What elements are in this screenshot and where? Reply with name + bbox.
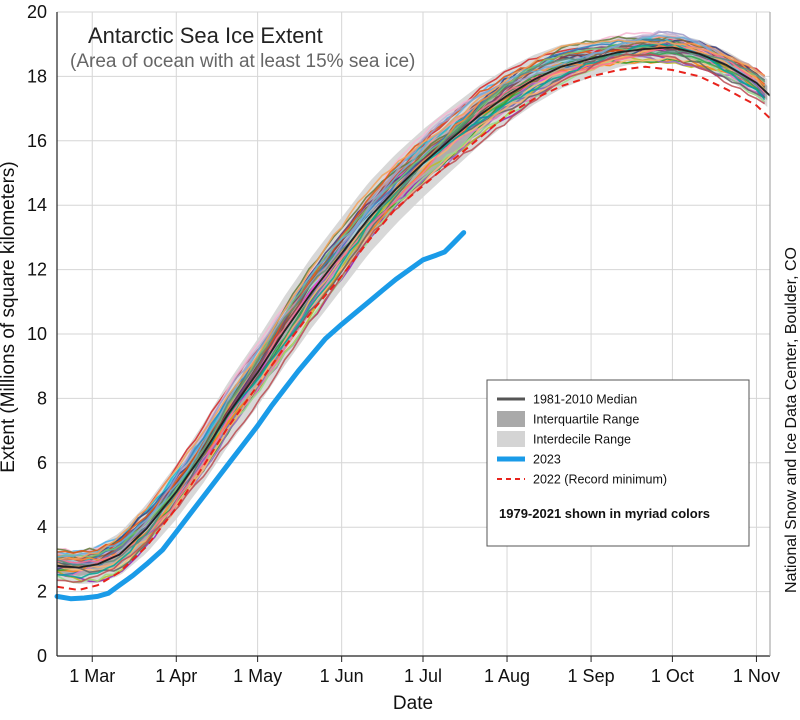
legend-label: 2023 xyxy=(533,453,561,467)
chart-subtitle: (Area of ocean with at least 15% sea ice… xyxy=(70,51,415,72)
x-tick-label: 1 Jul xyxy=(404,666,442,686)
series-2022-line xyxy=(56,65,771,592)
legend-label: Interdecile Range xyxy=(533,433,631,447)
x-tick-label: 1 Mar xyxy=(69,666,115,686)
median-line xyxy=(56,46,771,569)
legend-swatch-idr xyxy=(497,431,525,447)
legend-swatch-iqr xyxy=(497,411,525,427)
y-tick-label: 12 xyxy=(27,260,47,280)
x-tick-label: 1 Apr xyxy=(155,666,197,686)
y-tick-label: 10 xyxy=(27,324,47,344)
legend-entries: 1981-2010 Median Interquartile Range Inter… xyxy=(497,393,667,487)
x-tick-label: 1 Aug xyxy=(484,666,530,686)
x-tick-label: 1 Nov xyxy=(733,666,780,686)
historical-year-line xyxy=(56,39,766,566)
y-tick-label: 14 xyxy=(27,195,47,215)
credit-text: National Snow and Ice Data Center, Bould… xyxy=(783,247,800,593)
axis-layer: 0 2 4 6 8 10 12 14 16 18 20 1 Mar 1 Apr 1 May 1 Jun 1 J… xyxy=(27,2,780,686)
chart-title: Antarctic Sea Ice Extent xyxy=(88,23,323,48)
x-tick-label: 1 Oct xyxy=(651,666,694,686)
x-tick-label: 1 Jun xyxy=(320,666,364,686)
legend-label: Interquartile Range xyxy=(533,413,639,427)
legend-label: 1981-2010 Median xyxy=(533,393,637,407)
historical-year-line xyxy=(56,39,765,560)
grid-layer xyxy=(57,11,770,657)
y-tick-label: 16 xyxy=(27,131,47,151)
y-tick-label: 8 xyxy=(37,388,47,408)
historical-year-line xyxy=(56,42,766,564)
series-2023-line xyxy=(54,230,467,602)
highlighted-series-layer xyxy=(54,46,771,602)
y-tick-label: 4 xyxy=(37,517,47,537)
historical-year-line xyxy=(56,34,766,558)
x-tick-label: 1 Sep xyxy=(568,666,615,686)
x-tick-label: 1 May xyxy=(233,666,282,686)
y-tick-label: 0 xyxy=(37,646,47,666)
y-tick-label: 2 xyxy=(37,582,47,602)
y-tick-label: 6 xyxy=(37,453,47,473)
legend-box xyxy=(486,379,750,547)
legend: 1981-2010 Median Interquartile Range Inter… xyxy=(486,379,750,547)
y-tick-label: 20 xyxy=(27,2,47,22)
legend-note: 1979-2021 shown in myriad colors xyxy=(499,506,710,521)
historical-year-line xyxy=(56,53,766,566)
x-axis-title: Date xyxy=(393,693,433,714)
legend-label: 2022 (Record minimum) xyxy=(533,473,667,487)
y-axis-title: Extent (Millions of square kilometers) xyxy=(0,161,19,473)
historical-year-line xyxy=(56,30,766,565)
historical-years-layer xyxy=(56,30,766,584)
y-tick-label: 18 xyxy=(27,66,47,86)
historical-year-line xyxy=(56,45,766,558)
